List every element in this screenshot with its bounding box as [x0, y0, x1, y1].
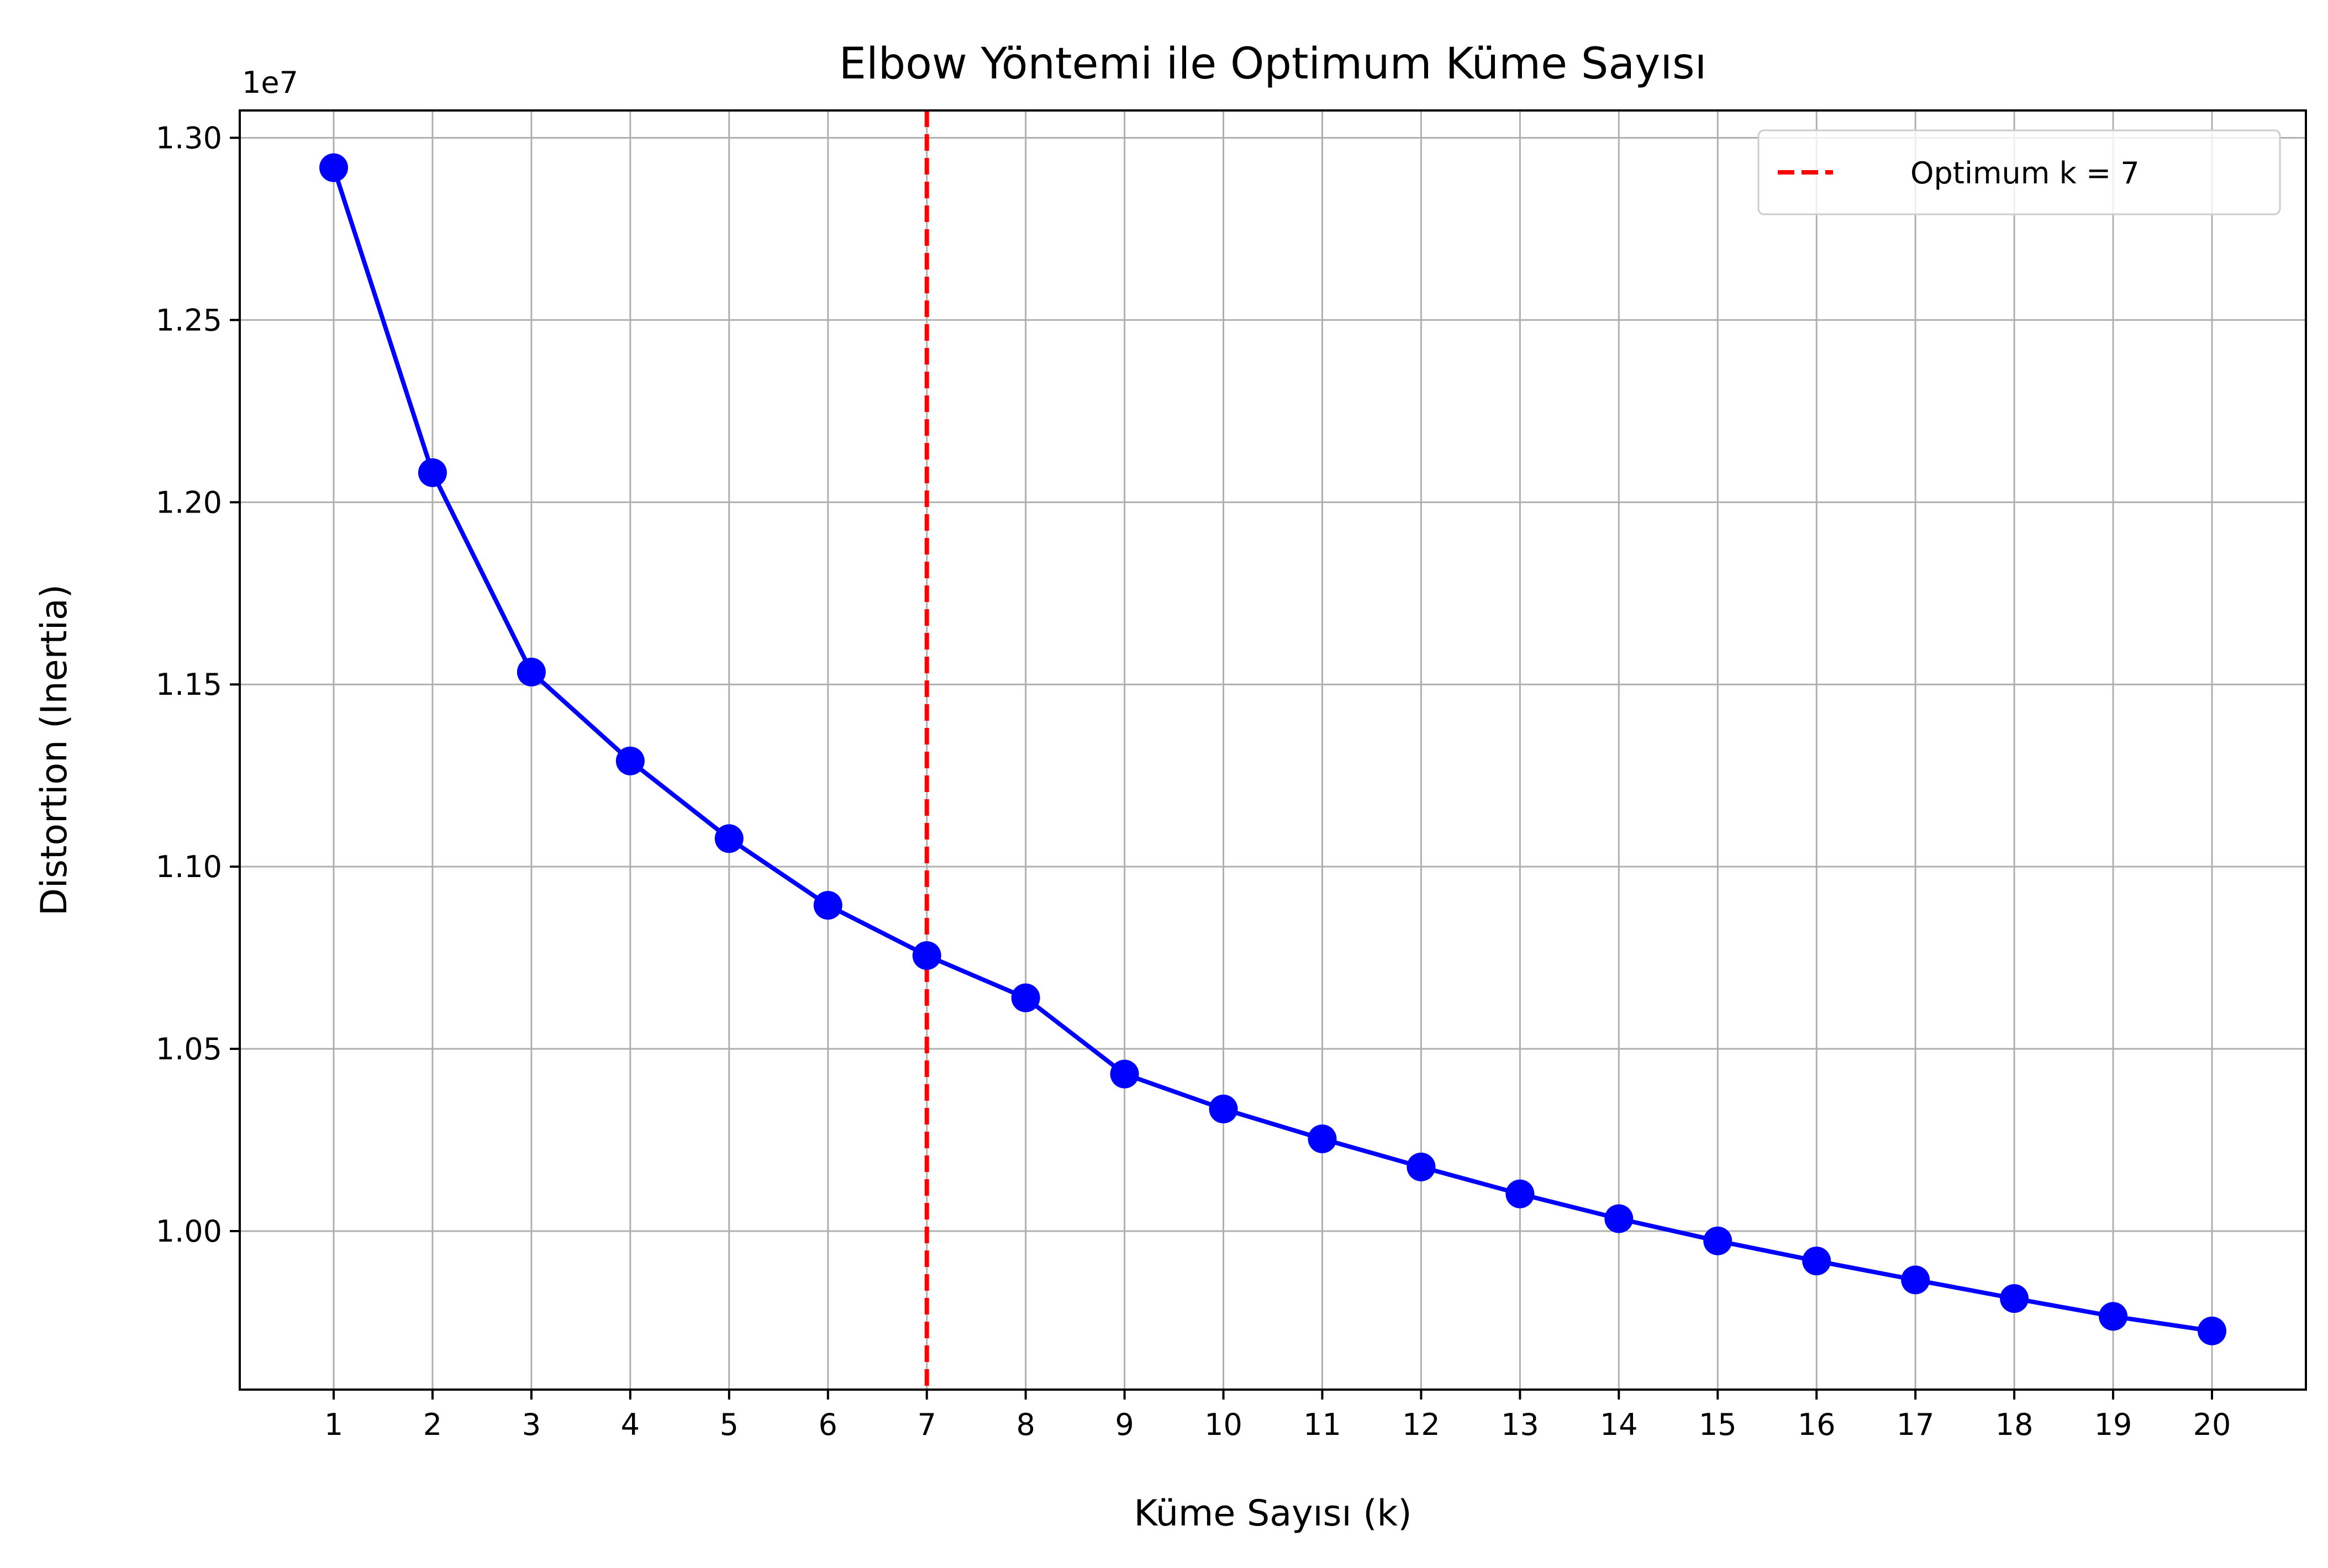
data-point — [1901, 1265, 1930, 1295]
series-layer — [319, 153, 2226, 1345]
data-point — [517, 657, 546, 687]
data-point — [1308, 1124, 1337, 1154]
x-axis: 1 2 3 4 5 6 7 8 9 10 11 12 13 14 15 16 17 18 19 20 — [324, 1390, 2231, 1442]
data-point — [615, 746, 645, 775]
x-tick-label: 19 — [2094, 1407, 2132, 1442]
data-point — [2198, 1316, 2226, 1345]
x-tick-label: 6 — [819, 1407, 838, 1442]
y-tick-label: 1.15 — [156, 667, 222, 702]
data-point — [714, 824, 744, 853]
data-point — [418, 458, 447, 487]
data-point — [1011, 983, 1040, 1012]
chart-title: Elbow Yöntemi ile Optimum Küme Sayısı — [839, 39, 1707, 89]
x-tick-label: 11 — [1303, 1407, 1341, 1442]
x-tick-label: 16 — [1798, 1407, 1836, 1442]
data-point — [1407, 1152, 1436, 1181]
x-tick-label: 3 — [522, 1407, 541, 1442]
x-tick-label: 17 — [1897, 1407, 1935, 1442]
data-point — [1209, 1094, 1238, 1123]
data-point — [912, 941, 941, 970]
y-axis: 1.00 1.05 1.10 1.15 1.20 1.25 1.30 — [156, 120, 240, 1249]
x-tick-label: 18 — [1995, 1407, 2034, 1442]
plot-frame — [239, 109, 2307, 1391]
data-point — [813, 891, 842, 920]
data-point — [1110, 1059, 1139, 1089]
legend-label: Optimum k = 7 — [1910, 156, 2140, 191]
x-tick-label: 1 — [324, 1407, 343, 1442]
data-point — [1505, 1179, 1535, 1208]
data-point — [2000, 1284, 2029, 1313]
data-point — [1703, 1226, 1732, 1255]
y-tick-label: 1.00 — [156, 1214, 222, 1249]
data-point — [1802, 1247, 1831, 1276]
x-tick-label: 4 — [621, 1407, 640, 1442]
y-axis-label: Distortion (Inertia) — [34, 584, 75, 916]
x-tick-label: 20 — [2193, 1407, 2231, 1442]
x-tick-label: 2 — [423, 1407, 442, 1442]
x-tick-label: 7 — [918, 1407, 936, 1442]
y-tick-label: 1.20 — [156, 485, 222, 520]
legend-box — [1757, 129, 2281, 215]
data-point — [319, 153, 348, 182]
data-point — [2099, 1302, 2128, 1331]
grid — [240, 110, 2306, 1390]
x-tick-label: 10 — [1204, 1407, 1242, 1442]
y-tick-label: 1.30 — [156, 120, 222, 155]
x-tick-label: 15 — [1699, 1407, 1737, 1442]
data-point — [1604, 1204, 1634, 1233]
x-tick-label: 12 — [1402, 1407, 1440, 1442]
x-axis-label: Küme Sayısı (k) — [1134, 1493, 1411, 1534]
x-tick-label: 14 — [1600, 1407, 1638, 1442]
x-tick-label: 13 — [1501, 1407, 1539, 1442]
series-line — [331, 167, 2213, 1333]
y-tick-label: 1.05 — [156, 1032, 222, 1067]
y-tick-label: 1.10 — [156, 849, 222, 884]
y-tick-label: 1.25 — [156, 303, 222, 337]
y-offset-label: 1e7 — [242, 65, 298, 100]
x-tick-label: 9 — [1115, 1407, 1134, 1442]
legend: Optimum k = 7 — [1757, 129, 2281, 215]
x-tick-label: 8 — [1016, 1407, 1035, 1442]
x-tick-label: 5 — [720, 1407, 739, 1442]
